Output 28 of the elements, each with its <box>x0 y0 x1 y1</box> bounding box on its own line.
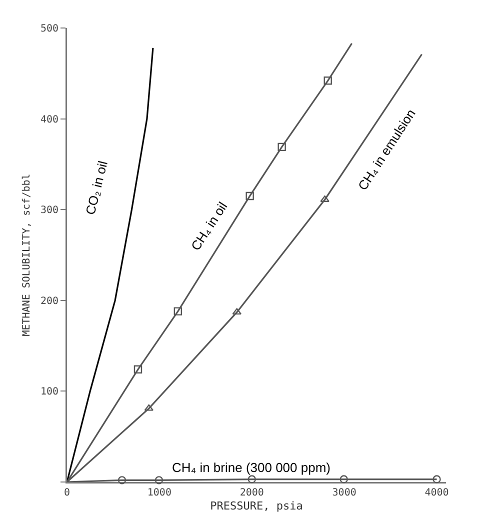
point <box>154 476 164 484</box>
point <box>144 404 154 411</box>
point <box>232 308 242 315</box>
y-tick-label: 400 <box>40 114 58 126</box>
point <box>174 307 182 316</box>
x-tick-label: 0 <box>64 488 70 498</box>
x-tick-label: 1000 <box>147 488 172 498</box>
y-tick-label: 500 <box>40 24 58 34</box>
line-series <box>67 47 154 482</box>
series-label: CH₄ in brine (300 000 ppm) <box>172 460 330 475</box>
x-axis-title: PRESSURE, psia <box>210 499 303 512</box>
point <box>340 475 348 484</box>
point <box>432 475 441 484</box>
y-axis-title: METHANE SOLUBILITY, scf/bbl <box>22 174 33 336</box>
text: CH₄ in oil <box>188 199 230 254</box>
y-tick-label: 200 <box>40 296 58 307</box>
y-tick-label: 100 <box>40 386 58 398</box>
point <box>324 76 332 85</box>
point <box>246 192 254 200</box>
point <box>278 142 286 152</box>
text: CO₂ in oil <box>82 159 110 216</box>
point <box>134 365 142 374</box>
point <box>248 475 256 484</box>
x-tick-label: 4000 <box>424 488 449 498</box>
point <box>118 476 126 484</box>
x-tick-label: 3000 <box>332 488 356 498</box>
y-tick-label: 300 <box>40 205 58 216</box>
x-tick-label: 2000 <box>240 488 264 498</box>
